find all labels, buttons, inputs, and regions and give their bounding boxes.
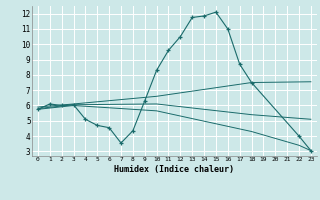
X-axis label: Humidex (Indice chaleur): Humidex (Indice chaleur) <box>115 165 234 174</box>
